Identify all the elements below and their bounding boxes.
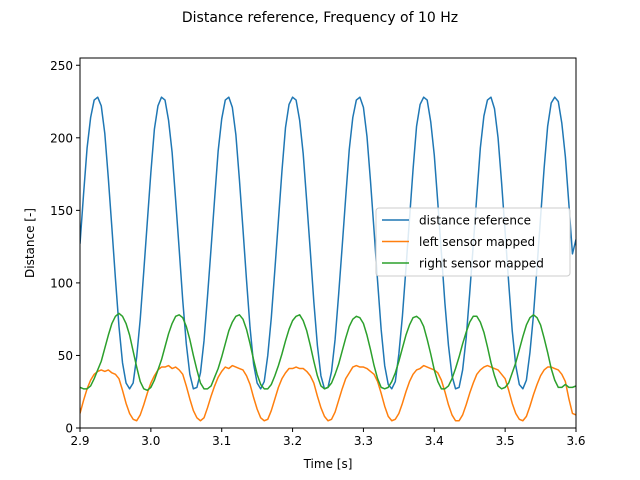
x-tick-label: 3.5 bbox=[496, 434, 515, 448]
y-tick-label: 150 bbox=[50, 204, 73, 218]
y-tick-label: 250 bbox=[50, 59, 73, 73]
x-tick-label: 3.6 bbox=[566, 434, 585, 448]
legend: distance reference left sensor mapped righ… bbox=[375, 207, 571, 277]
x-axis: 2.9 3.0 3.1 3.2 3.3 3.4 3.5 3.6 bbox=[70, 428, 586, 448]
x-tick-label: 2.9 bbox=[70, 434, 89, 448]
legend-label: distance reference bbox=[419, 214, 531, 228]
legend-item-left-sensor-mapped: left sensor mapped bbox=[382, 235, 535, 249]
plot-frame bbox=[79, 57, 577, 429]
legend-label: right sensor mapped bbox=[419, 257, 544, 271]
y-tick-label: 200 bbox=[50, 131, 73, 145]
legend-item-distance-reference: distance reference bbox=[382, 214, 531, 228]
y-axis-label: Distance [-] bbox=[23, 208, 37, 278]
x-tick-label: 3.2 bbox=[283, 434, 302, 448]
y-tick-label: 0 bbox=[65, 422, 73, 436]
legend-item-right-sensor-mapped: right sensor mapped bbox=[382, 257, 544, 271]
x-tick-label: 3.1 bbox=[212, 434, 231, 448]
legend-box bbox=[375, 207, 571, 277]
x-tick-label: 3.4 bbox=[425, 434, 444, 448]
y-axis: 0 50 100 150 200 250 bbox=[50, 59, 80, 436]
x-tick-label: 3.0 bbox=[141, 434, 160, 448]
series-line-left-sensor-mapped bbox=[80, 364, 576, 422]
series-layer bbox=[80, 96, 576, 422]
legend-label: left sensor mapped bbox=[419, 235, 535, 249]
y-tick-label: 100 bbox=[50, 276, 73, 290]
x-axis-label: Time [s] bbox=[303, 457, 353, 471]
chart-title: Distance reference, Frequency of 10 Hz bbox=[182, 10, 458, 26]
x-tick-label: 3.3 bbox=[354, 434, 373, 448]
y-tick-label: 50 bbox=[58, 349, 73, 363]
series-line-right-sensor-mapped bbox=[80, 312, 576, 392]
